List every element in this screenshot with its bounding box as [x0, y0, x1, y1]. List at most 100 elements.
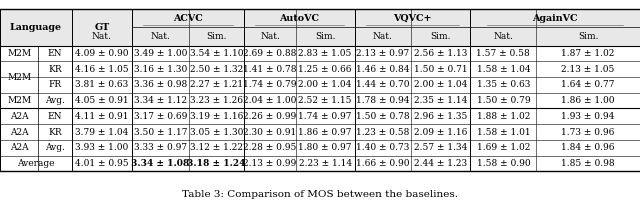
Text: 1.58 ± 1.01: 1.58 ± 1.01: [477, 127, 530, 136]
Text: 3.17 ± 0.69: 3.17 ± 0.69: [134, 112, 187, 121]
Text: 2.50 ± 1.32: 2.50 ± 1.32: [190, 65, 243, 74]
Text: 1.50 ± 0.78: 1.50 ± 0.78: [356, 112, 410, 121]
Text: KR: KR: [48, 65, 62, 74]
Text: Sim.: Sim.: [430, 32, 451, 41]
Text: 1.40 ± 0.73: 1.40 ± 0.73: [356, 143, 410, 152]
Text: 3.93 ± 1.00: 3.93 ± 1.00: [75, 143, 129, 152]
Text: 1.69 ± 1.02: 1.69 ± 1.02: [477, 143, 530, 152]
Text: 1.87 ± 1.02: 1.87 ± 1.02: [561, 49, 615, 58]
Text: 1.73 ± 0.96: 1.73 ± 0.96: [561, 127, 615, 136]
Text: 1.58 ± 1.04: 1.58 ± 1.04: [477, 65, 530, 74]
Bar: [0, 9, 640, 171]
Text: Sim.: Sim.: [578, 32, 598, 41]
Text: 1.88 ± 1.02: 1.88 ± 1.02: [477, 112, 530, 121]
Text: 2.44 ± 1.23: 2.44 ± 1.23: [414, 159, 467, 168]
Text: 2.30 ± 0.91: 2.30 ± 0.91: [243, 127, 297, 136]
Text: 2.00 ± 1.04: 2.00 ± 1.04: [298, 80, 352, 89]
Text: 3.54 ± 1.10: 3.54 ± 1.10: [190, 49, 243, 58]
Text: Avg.: Avg.: [45, 96, 65, 105]
Bar: [0, 108, 38, 156]
Text: 2.13 ± 0.97: 2.13 ± 0.97: [356, 49, 410, 58]
Text: 1.35 ± 0.63: 1.35 ± 0.63: [477, 80, 530, 89]
Text: 2.57 ± 1.34: 2.57 ± 1.34: [414, 143, 467, 152]
Text: 1.44 ± 0.70: 1.44 ± 0.70: [356, 80, 410, 89]
Text: 1.50 ± 0.79: 1.50 ± 0.79: [477, 96, 530, 105]
Text: 1.93 ± 0.94: 1.93 ± 0.94: [561, 112, 615, 121]
Text: 3.79 ± 1.04: 3.79 ± 1.04: [75, 127, 129, 136]
Text: EN: EN: [48, 49, 62, 58]
Text: VQVC+: VQVC+: [393, 14, 432, 23]
Text: 2.09 ± 1.16: 2.09 ± 1.16: [414, 127, 467, 136]
Text: 2.13 ± 1.05: 2.13 ± 1.05: [561, 65, 615, 74]
Text: A2A: A2A: [10, 143, 29, 152]
Text: 2.28 ± 0.95: 2.28 ± 0.95: [243, 143, 297, 152]
Text: M2M: M2M: [7, 96, 31, 105]
Text: 2.96 ± 1.35: 2.96 ± 1.35: [414, 112, 467, 121]
Text: 3.16 ± 1.30: 3.16 ± 1.30: [134, 65, 187, 74]
Text: A2A: A2A: [10, 112, 29, 121]
Text: GT: GT: [94, 23, 109, 32]
Text: A2A: A2A: [10, 127, 29, 136]
Text: 1.74 ± 0.79: 1.74 ± 0.79: [243, 80, 297, 89]
Text: 3.12 ± 1.22: 3.12 ± 1.22: [190, 143, 243, 152]
Text: 1.86 ± 1.00: 1.86 ± 1.00: [561, 96, 615, 105]
Text: KR: KR: [48, 127, 62, 136]
Text: Average: Average: [17, 159, 54, 168]
Text: 2.23 ± 1.14: 2.23 ± 1.14: [298, 159, 352, 168]
Text: 3.50 ± 1.17: 3.50 ± 1.17: [134, 127, 187, 136]
Text: 1.50 ± 0.71: 1.50 ± 0.71: [414, 65, 467, 74]
Bar: [0, 46, 38, 108]
Text: Table 3: Comparison of MOS between the baselines.: Table 3: Comparison of MOS between the b…: [182, 190, 458, 199]
Text: ACVC: ACVC: [173, 14, 203, 23]
Text: 1.41 ± 0.78: 1.41 ± 0.78: [243, 65, 297, 74]
Text: 1.85 ± 0.98: 1.85 ± 0.98: [561, 159, 615, 168]
Text: 1.84 ± 0.96: 1.84 ± 0.96: [561, 143, 615, 152]
Text: 1.78 ± 0.94: 1.78 ± 0.94: [356, 96, 410, 105]
Text: 1.64 ± 0.77: 1.64 ± 0.77: [561, 80, 615, 89]
Text: 3.81 ± 0.63: 3.81 ± 0.63: [75, 80, 129, 89]
Text: 2.69 ± 0.88: 2.69 ± 0.88: [243, 49, 297, 58]
Text: M2M: M2M: [7, 49, 31, 58]
Text: 3.18 ± 1.24: 3.18 ± 1.24: [188, 159, 246, 168]
Text: 4.09 ± 0.90: 4.09 ± 0.90: [75, 49, 129, 58]
Text: 3.49 ± 1.00: 3.49 ± 1.00: [134, 49, 187, 58]
Text: 2.13 ± 0.99: 2.13 ± 0.99: [243, 159, 297, 168]
Text: 3.34 ± 1.12: 3.34 ± 1.12: [134, 96, 187, 105]
Text: EN: EN: [48, 112, 62, 121]
Text: 4.01 ± 0.95: 4.01 ± 0.95: [75, 159, 129, 168]
Text: Nat.: Nat.: [150, 32, 170, 41]
Text: 2.26 ± 0.99: 2.26 ± 0.99: [243, 112, 297, 121]
Text: 2.35 ± 1.14: 2.35 ± 1.14: [414, 96, 467, 105]
Text: 1.57 ± 0.58: 1.57 ± 0.58: [477, 49, 530, 58]
Text: AgainVC: AgainVC: [532, 14, 578, 23]
Text: 1.23 ± 0.58: 1.23 ± 0.58: [356, 127, 410, 136]
Text: 2.52 ± 1.15: 2.52 ± 1.15: [298, 96, 352, 105]
Text: Nat.: Nat.: [260, 32, 280, 41]
Text: FR: FR: [49, 80, 61, 89]
Text: 1.86 ± 0.97: 1.86 ± 0.97: [298, 127, 352, 136]
Text: 1.46 ± 0.84: 1.46 ± 0.84: [356, 65, 410, 74]
Text: Nat.: Nat.: [92, 32, 112, 41]
Text: 3.34 ± 1.08: 3.34 ± 1.08: [131, 159, 189, 168]
Text: 3.19 ± 1.16: 3.19 ± 1.16: [190, 112, 243, 121]
Bar: [0, 9, 640, 46]
Text: Language: Language: [10, 23, 62, 32]
Text: AutoVC: AutoVC: [280, 14, 319, 23]
Text: 1.58 ± 0.90: 1.58 ± 0.90: [477, 159, 530, 168]
Text: 1.66 ± 0.90: 1.66 ± 0.90: [356, 159, 410, 168]
Text: 4.16 ± 1.05: 4.16 ± 1.05: [75, 65, 129, 74]
Text: 3.05 ± 1.30: 3.05 ± 1.30: [190, 127, 243, 136]
Text: 2.27 ± 1.21: 2.27 ± 1.21: [190, 80, 243, 89]
Text: M2M: M2M: [7, 73, 31, 82]
Text: Sim.: Sim.: [206, 32, 227, 41]
Text: 2.00 ± 1.04: 2.00 ± 1.04: [414, 80, 467, 89]
Text: 3.36 ± 0.98: 3.36 ± 0.98: [134, 80, 187, 89]
Text: 1.80 ± 0.97: 1.80 ± 0.97: [298, 143, 352, 152]
Text: 1.25 ± 0.66: 1.25 ± 0.66: [298, 65, 352, 74]
Text: 2.04 ± 1.00: 2.04 ± 1.00: [243, 96, 297, 105]
Text: Sim.: Sim.: [315, 32, 335, 41]
Text: Avg.: Avg.: [45, 143, 65, 152]
Text: 2.56 ± 1.13: 2.56 ± 1.13: [414, 49, 467, 58]
Text: 3.23 ± 1.26: 3.23 ± 1.26: [190, 96, 243, 105]
Text: 1.74 ± 0.97: 1.74 ± 0.97: [298, 112, 352, 121]
